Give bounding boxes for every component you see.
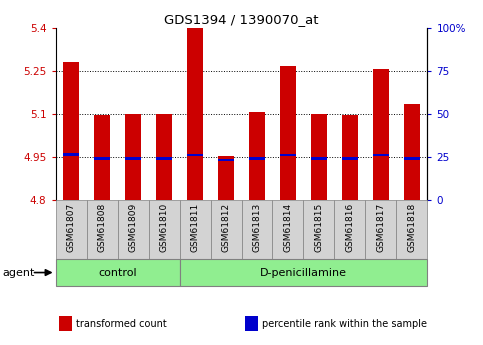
Text: transformed count: transformed count xyxy=(76,319,167,328)
Text: GSM61813: GSM61813 xyxy=(253,203,261,252)
Text: GSM61808: GSM61808 xyxy=(98,203,107,252)
Bar xyxy=(311,157,327,160)
Bar xyxy=(280,67,296,200)
Bar xyxy=(245,316,258,331)
Bar xyxy=(218,156,234,200)
Bar xyxy=(303,200,334,259)
Text: GSM61810: GSM61810 xyxy=(159,203,169,252)
Bar xyxy=(404,157,420,160)
Text: GSM61807: GSM61807 xyxy=(67,203,75,252)
Bar xyxy=(366,200,397,259)
Bar xyxy=(242,200,272,259)
Text: GSM61815: GSM61815 xyxy=(314,203,324,252)
Text: GSM61818: GSM61818 xyxy=(408,203,416,252)
Bar xyxy=(56,200,86,259)
Title: GDS1394 / 1390070_at: GDS1394 / 1390070_at xyxy=(164,13,319,27)
Bar xyxy=(63,154,79,156)
Bar xyxy=(404,104,420,200)
Bar xyxy=(280,154,296,156)
Text: agent: agent xyxy=(2,268,35,277)
Text: GSM61812: GSM61812 xyxy=(222,203,230,252)
Bar xyxy=(334,200,366,259)
Bar xyxy=(94,157,110,160)
Bar xyxy=(59,316,72,331)
Bar xyxy=(94,115,110,200)
Text: D-penicillamine: D-penicillamine xyxy=(260,268,347,277)
Bar xyxy=(311,114,327,200)
Bar xyxy=(397,200,427,259)
Bar xyxy=(86,200,117,259)
Text: GSM61816: GSM61816 xyxy=(345,203,355,252)
Bar xyxy=(187,154,203,156)
Text: GSM61811: GSM61811 xyxy=(190,203,199,252)
Bar xyxy=(156,157,172,160)
Bar xyxy=(342,115,358,200)
Text: GSM61817: GSM61817 xyxy=(376,203,385,252)
Bar xyxy=(211,200,242,259)
Bar xyxy=(249,157,265,160)
Bar xyxy=(117,200,149,259)
Bar xyxy=(180,259,427,286)
Bar xyxy=(218,159,234,161)
Bar xyxy=(56,259,180,286)
Text: percentile rank within the sample: percentile rank within the sample xyxy=(262,319,427,328)
Bar xyxy=(156,114,172,200)
Bar xyxy=(249,112,265,200)
Bar xyxy=(125,114,141,200)
Bar xyxy=(125,157,141,160)
Bar xyxy=(149,200,180,259)
Bar xyxy=(63,62,79,200)
Bar xyxy=(272,200,303,259)
Bar xyxy=(187,28,203,200)
Bar xyxy=(373,154,389,156)
Text: GSM61814: GSM61814 xyxy=(284,203,293,252)
Bar xyxy=(180,200,211,259)
Bar xyxy=(373,69,389,200)
Bar xyxy=(342,157,358,160)
Text: control: control xyxy=(98,268,137,277)
Text: GSM61809: GSM61809 xyxy=(128,203,138,252)
